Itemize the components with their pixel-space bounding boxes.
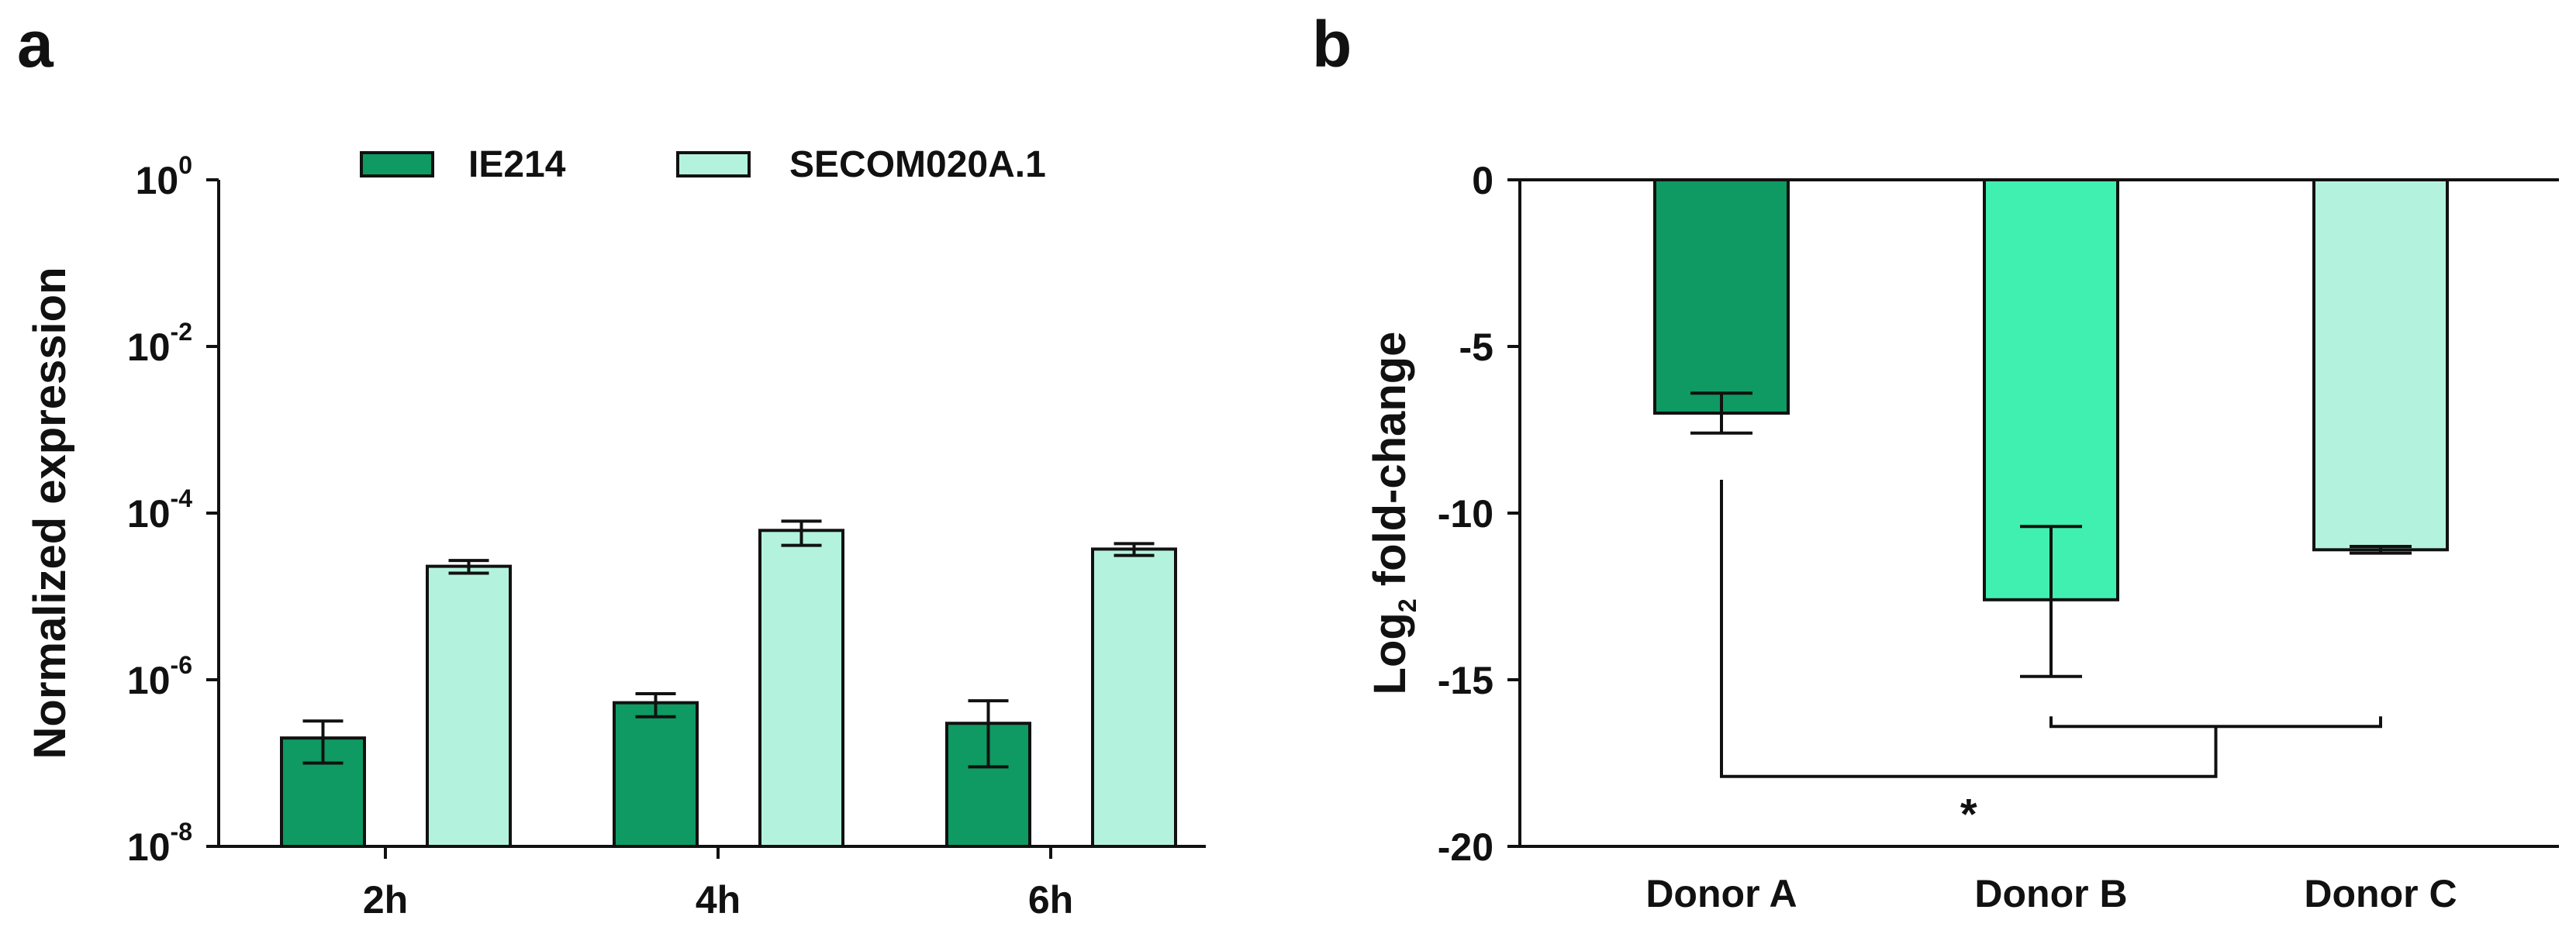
panel-a-legend-swatch-SECOM020A.1	[676, 151, 751, 177]
panel-b-y-tick-label: 0	[1472, 159, 1493, 202]
panel-a-x-tick-label: 6h	[1028, 878, 1073, 922]
panel-b-x-tick-label: Donor A	[1645, 872, 1797, 915]
panel-b-x-ticks: Donor A Donor B Donor C	[1645, 872, 2457, 915]
panel-b-y-tick-label: -10	[1438, 492, 1493, 536]
panel-b-y-tick-label: -15	[1438, 659, 1493, 702]
panel-a-y-axis-label: Normalized expression	[25, 267, 75, 760]
panel-b-bar-donor-a	[1653, 178, 1790, 415]
panel-a-legend: IE214 SECOM020A.1	[360, 144, 1046, 185]
panel-b-y-label-main: Log	[1365, 612, 1415, 694]
panel-b-significance-star: *	[1960, 790, 1977, 839]
panel-a-bar-SECOM020A.1-6h	[1091, 547, 1177, 849]
panel-a-y-ticks: 100 10-2 10-4 10-6 10-8	[127, 151, 219, 869]
panel-b-bracket-b-c	[2049, 716, 2382, 729]
panel-a-y-tick-label: 100	[136, 151, 192, 202]
panel-b-y-label-subscript: 2	[1393, 598, 1421, 612]
panel-a-y-tick-label: 10-8	[127, 818, 192, 869]
panel-a-legend-swatch-IE214	[360, 151, 434, 177]
panel-a-y-tick-label: 10-4	[127, 484, 192, 536]
panel-b-letter: b	[1312, 8, 1352, 81]
panel-a-y-tick-label: 10-2	[127, 318, 192, 369]
panel-a-y-tick-label: 10-6	[127, 651, 192, 702]
panel-b-y-ticks: 0 -5 -10 -15 -20	[1438, 159, 1520, 869]
panel-b-y-tick-label: -5	[1459, 326, 1493, 369]
panel-b-y-axis-label: Log2 fold-change	[1365, 332, 1421, 695]
panel-b-x-tick-label: Donor B	[1974, 872, 2127, 915]
panel-a-bar-SECOM020A.1-4h	[758, 529, 844, 848]
panel-a-bar-SECOM020A.1-2h	[426, 564, 512, 848]
panel-b-significance-bracket: *	[1720, 480, 2382, 839]
panel-b-chart: 0 -5 -10 -15 -20 Donor A Donor B Donor C Log2 …	[1365, 159, 2559, 915]
panel-b-y-tick-label: -20	[1438, 825, 1493, 869]
panel-b-bracket-a	[1720, 480, 2218, 778]
panel-a-error-bars	[302, 519, 1155, 769]
panel-a-chart: 100 10-2 10-4 10-6 10-8 2h 4h 6h Normalized ex…	[25, 144, 1206, 922]
panel-a-legend-label-IE214: IE214	[468, 144, 566, 185]
panel-b-x-tick-label: Donor C	[2304, 872, 2457, 915]
panel-a-x-tick-label: 4h	[696, 878, 741, 922]
panel-a-letter: a	[17, 8, 54, 81]
panel-a-x-ticks: 2h 4h 6h	[363, 846, 1073, 922]
panel-b-error-bars	[1690, 391, 2412, 678]
panel-b-y-label-rest: fold-change	[1365, 332, 1415, 599]
panel-a-legend-label-SECOM020A.1: SECOM020A.1	[789, 144, 1046, 185]
panel-a-bars	[280, 529, 1177, 849]
panel-a-x-tick-label: 2h	[363, 878, 408, 922]
panel-b-bar-donor-c	[2312, 178, 2449, 552]
panel-a-bar-IE214-4h	[613, 701, 699, 848]
